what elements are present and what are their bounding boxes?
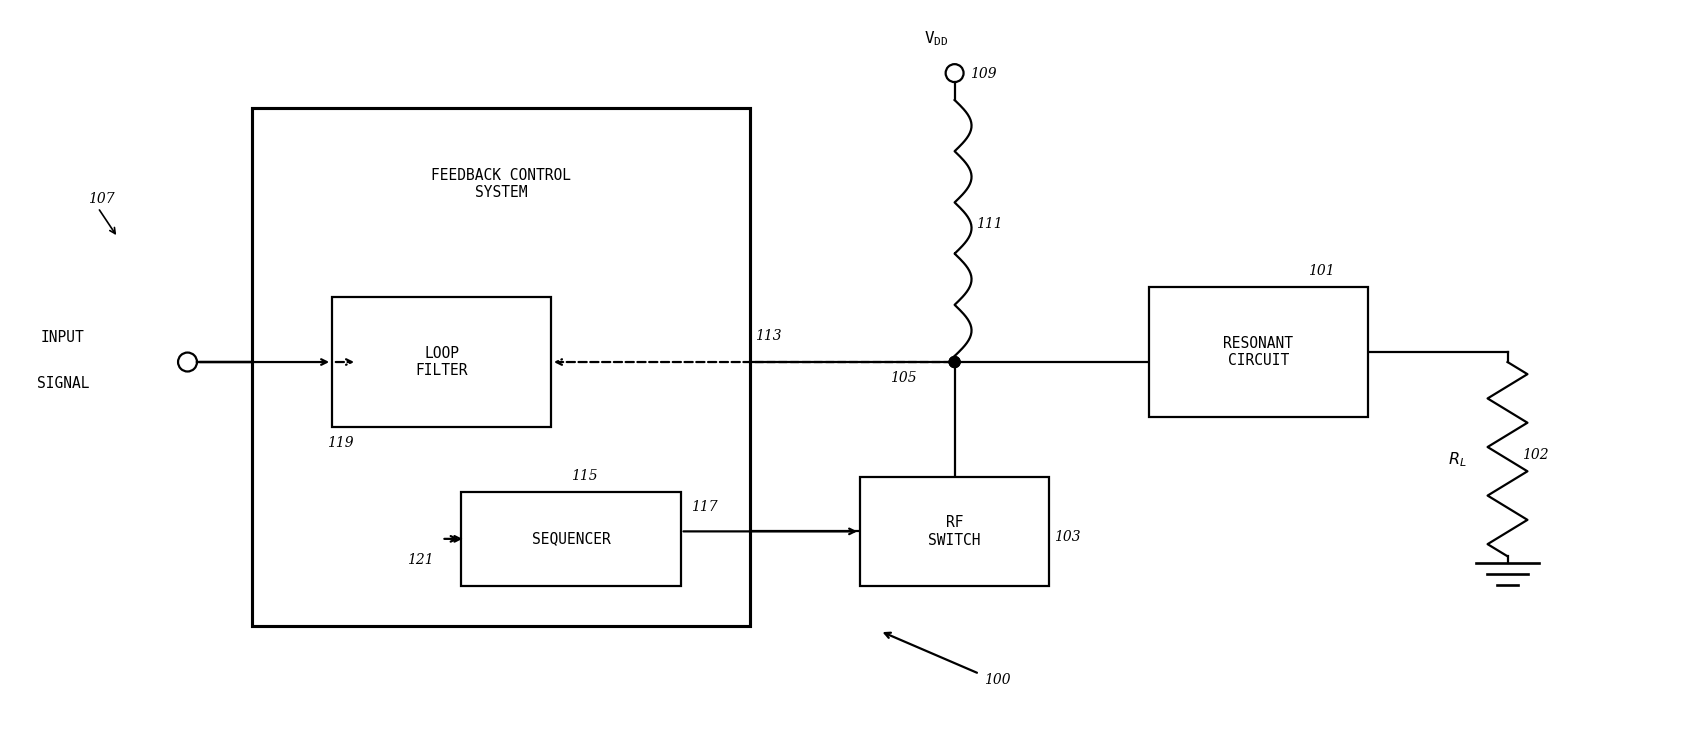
Text: 103: 103 [1055, 531, 1080, 545]
Text: 113: 113 [755, 329, 782, 343]
Text: LOOP
FILTER: LOOP FILTER [416, 346, 469, 378]
Text: 111: 111 [976, 217, 1004, 231]
Text: 115: 115 [571, 469, 598, 483]
Bar [861, 477, 1050, 586]
Circle shape [949, 357, 959, 368]
Text: FEEDBACK CONTROL
SYSTEM: FEEDBACK CONTROL SYSTEM [431, 168, 571, 200]
Text: RESONANT
CIRCUIT: RESONANT CIRCUIT [1223, 336, 1293, 368]
Text: 100: 100 [985, 673, 1010, 687]
Text: $R_L$: $R_L$ [1448, 450, 1467, 469]
Text: $\mathregular{V_{DD}}$: $\mathregular{V_{DD}}$ [924, 29, 949, 48]
Bar [462, 492, 680, 586]
Text: RF
SWITCH: RF SWITCH [929, 515, 982, 548]
Circle shape [949, 357, 959, 368]
Text: 102: 102 [1522, 448, 1549, 462]
Text: 117: 117 [690, 500, 717, 514]
Text: 107: 107 [89, 192, 114, 206]
Text: 119: 119 [327, 436, 354, 450]
Bar [1148, 287, 1368, 417]
Bar [332, 297, 550, 427]
Text: 121: 121 [407, 553, 433, 567]
Text: SIGNAL: SIGNAL [37, 377, 89, 391]
Text: 105: 105 [889, 371, 917, 385]
Text: 101: 101 [1309, 265, 1334, 279]
Text: INPUT: INPUT [41, 329, 85, 345]
Text: 109: 109 [970, 67, 997, 81]
Bar [252, 108, 750, 626]
Text: SEQUENCER: SEQUENCER [532, 531, 610, 546]
